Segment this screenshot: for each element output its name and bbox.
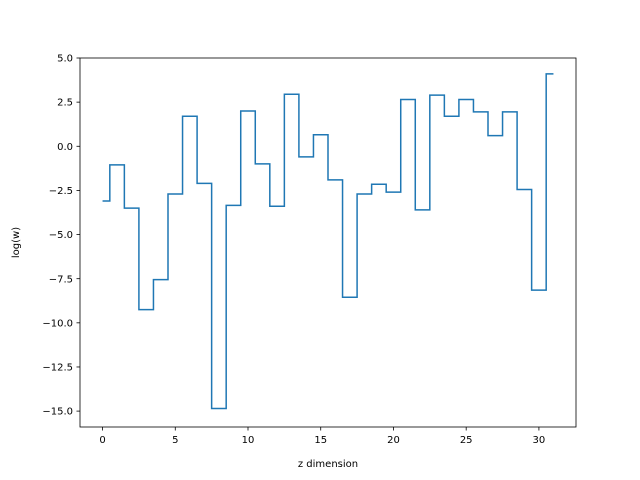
y-tick-label: −2.5	[49, 186, 73, 197]
x-axis-title: z dimension	[298, 459, 358, 470]
y-tick-label: 5.0	[57, 54, 73, 65]
y-axis-title: log(w)	[11, 227, 22, 258]
series-line-0	[102, 73, 554, 410]
y-tick-label: −10.0	[42, 318, 73, 329]
y-axis: 5.0 2.5 0.0 −2.5 −5.0 −7.5 −10.0 −12.5 −15.0	[42, 54, 80, 418]
x-tick-label: 0	[99, 435, 105, 446]
x-tick-label: 15	[314, 435, 327, 446]
x-tick-label: 30	[533, 435, 546, 446]
y-tick-label: 0.0	[57, 142, 73, 153]
series-layer	[102, 73, 554, 410]
x-tick-label: 20	[387, 435, 400, 446]
y-tick-label: −15.0	[42, 407, 73, 418]
x-axis: 0 5 10 15 20 25 30	[99, 427, 545, 446]
plot-frame	[79, 57, 577, 428]
x-tick-label: 25	[460, 435, 473, 446]
y-tick-label: −12.5	[42, 363, 73, 374]
y-tick-label: 2.5	[57, 98, 73, 109]
y-tick-label: −7.5	[49, 274, 73, 285]
x-tick-label: 10	[242, 435, 255, 446]
y-tick-label: −5.0	[49, 230, 73, 241]
x-tick-label: 5	[172, 435, 178, 446]
